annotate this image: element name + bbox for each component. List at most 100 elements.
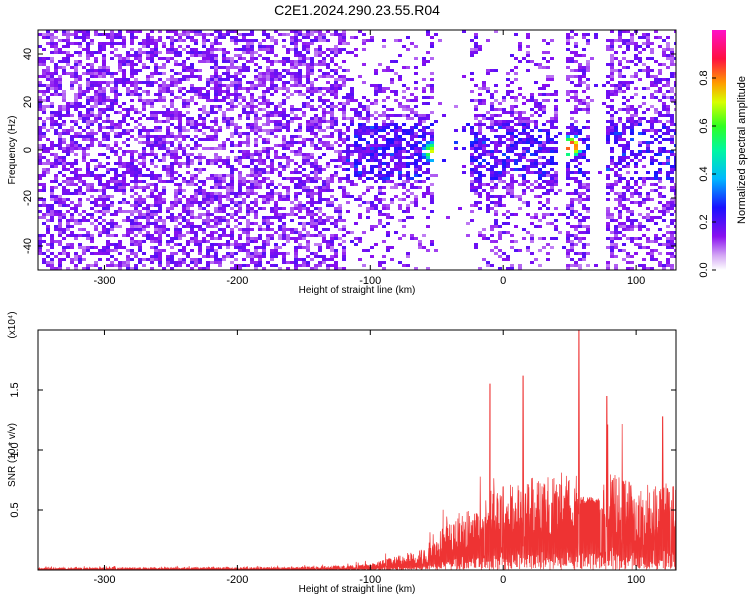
- heatmap-cell: [110, 255, 114, 258]
- heatmap-cell: [546, 141, 550, 144]
- heatmap-cell: [98, 51, 102, 54]
- heatmap-cell: [554, 171, 558, 174]
- heatmap-cell: [150, 183, 154, 186]
- heatmap-cell: [158, 249, 162, 252]
- heatmap-cell: [74, 108, 78, 111]
- heatmap-cell: [186, 102, 190, 105]
- heatmap-cell: [182, 258, 186, 261]
- heatmap-cell: [214, 54, 218, 57]
- heatmap-cell: [134, 228, 138, 231]
- heatmap-cell: [534, 153, 538, 156]
- heatmap-cell: [46, 84, 50, 87]
- heatmap-cell: [138, 168, 142, 171]
- heatmap-cell: [86, 264, 90, 267]
- heatmap-cell: [346, 195, 350, 198]
- heatmap-cell: [382, 147, 386, 150]
- heatmap-cell: [42, 174, 46, 177]
- heatmap-cell: [54, 144, 58, 147]
- heatmap-cell: [242, 228, 246, 231]
- heatmap-cell: [526, 171, 530, 174]
- heatmap-cell: [250, 255, 254, 258]
- heatmap-cell: [270, 252, 274, 255]
- heatmap-cell: [318, 126, 322, 129]
- heatmap-cell: [322, 261, 326, 264]
- heatmap-cell: [106, 69, 110, 72]
- heatmap-cell: [186, 264, 190, 267]
- heatmap-cell: [258, 162, 262, 165]
- heatmap-cell: [346, 201, 350, 204]
- heatmap-cell: [226, 252, 230, 255]
- heatmap-cell: [606, 120, 610, 123]
- heatmap-cell: [506, 93, 510, 96]
- heatmap-cell: [538, 87, 542, 90]
- heatmap-cell: [546, 93, 550, 96]
- heatmap-cell: [402, 186, 406, 189]
- heatmap-cell: [566, 216, 570, 219]
- heatmap-cell: [474, 180, 478, 183]
- heatmap-cell: [398, 207, 402, 210]
- heatmap-cell: [66, 150, 70, 153]
- heatmap-cell: [134, 150, 138, 153]
- heatmap-cell: [102, 102, 106, 105]
- heatmap-cell: [478, 162, 482, 165]
- heatmap-cell: [586, 69, 590, 72]
- heatmap-cell: [566, 165, 570, 168]
- heatmap-cell: [150, 174, 154, 177]
- heatmap-cell: [290, 219, 294, 222]
- heatmap-cell: [74, 132, 78, 135]
- heatmap-cell: [410, 126, 414, 129]
- heatmap-cell: [382, 198, 386, 201]
- heatmap-cell: [126, 60, 130, 63]
- heatmap-cell: [198, 144, 202, 147]
- heatmap-cell: [242, 105, 246, 108]
- heatmap-cell: [386, 126, 390, 129]
- heatmap-cell: [442, 159, 446, 162]
- heatmap-cell: [74, 207, 78, 210]
- heatmap-cell: [306, 45, 310, 48]
- heatmap-cell: [198, 228, 202, 231]
- heatmap-cell: [262, 267, 266, 270]
- heatmap-cell: [238, 228, 242, 231]
- heatmap-cell: [342, 78, 346, 81]
- heatmap-cell: [530, 138, 534, 141]
- heatmap-cell: [278, 60, 282, 63]
- heatmap-cell: [558, 213, 562, 216]
- heatmap-cell: [610, 42, 614, 45]
- heatmap-cell: [350, 144, 354, 147]
- heatmap-cell: [150, 150, 154, 153]
- heatmap-cell: [606, 126, 610, 129]
- heatmap-cell: [178, 231, 182, 234]
- heatmap-cell: [342, 138, 346, 141]
- heatmap-cell: [314, 177, 318, 180]
- heatmap-cell: [294, 108, 298, 111]
- heatmap-cell: [210, 234, 214, 237]
- heatmap-cell: [298, 258, 302, 261]
- heatmap-cell: [138, 240, 142, 243]
- heatmap-cell: [50, 192, 54, 195]
- heatmap-cell: [270, 102, 274, 105]
- heatmap-cell: [606, 132, 610, 135]
- heatmap-cell: [242, 180, 246, 183]
- heatmap-cell: [322, 234, 326, 237]
- heatmap-cell: [310, 225, 314, 228]
- heatmap-cell: [550, 75, 554, 78]
- heatmap-cell: [418, 246, 422, 249]
- heatmap-cell: [214, 99, 218, 102]
- heatmap-cell: [142, 42, 146, 45]
- heatmap-cell: [206, 216, 210, 219]
- heatmap-cell: [282, 138, 286, 141]
- heatmap-cell: [114, 93, 118, 96]
- heatmap-cell: [566, 207, 570, 210]
- heatmap-cell: [494, 99, 498, 102]
- heatmap-cell: [510, 213, 514, 216]
- heatmap-cell: [166, 174, 170, 177]
- heatmap-cell: [206, 57, 210, 60]
- heatmap-cell: [162, 105, 166, 108]
- heatmap-cell: [118, 57, 122, 60]
- heatmap-cell: [214, 174, 218, 177]
- heatmap-cell: [486, 162, 490, 165]
- heatmap-cell: [98, 42, 102, 45]
- heatmap-cell: [38, 216, 42, 219]
- heatmap-cell: [142, 141, 146, 144]
- heatmap-cell: [334, 33, 338, 36]
